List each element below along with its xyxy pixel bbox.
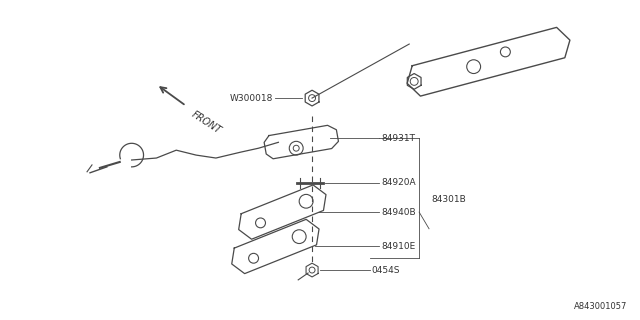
Text: 0454S: 0454S (372, 266, 400, 275)
Text: A843001057: A843001057 (574, 302, 627, 311)
Text: 84940B: 84940B (381, 208, 416, 217)
Text: 84301B: 84301B (431, 195, 466, 204)
Text: W300018: W300018 (230, 93, 273, 103)
Text: 84920A: 84920A (381, 178, 416, 187)
Text: 84931T: 84931T (381, 134, 415, 143)
Text: FRONT: FRONT (189, 109, 223, 135)
Text: 84910E: 84910E (381, 242, 416, 251)
